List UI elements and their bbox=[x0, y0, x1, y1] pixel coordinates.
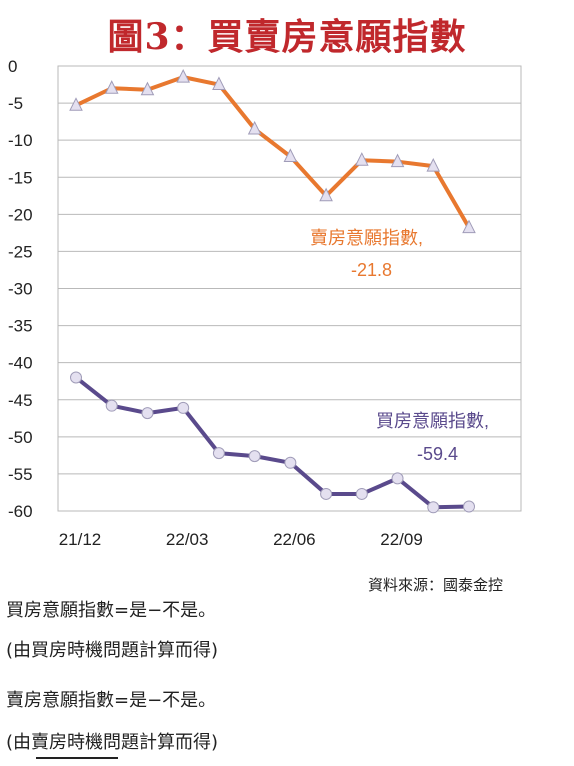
data-point bbox=[355, 487, 368, 500]
x-tick-label: 22/03 bbox=[166, 530, 209, 549]
y-tick-label: -45 bbox=[8, 391, 33, 410]
x-tick-label: 22/06 bbox=[273, 530, 316, 549]
data-point bbox=[391, 472, 404, 485]
sell-index-method: (由賣房時機問題計算而得) bbox=[6, 732, 219, 753]
buy-series-value: -59.4 bbox=[417, 444, 458, 464]
data-point bbox=[70, 371, 82, 384]
y-tick-label: -50 bbox=[8, 428, 33, 447]
y-tick-label: -10 bbox=[8, 131, 33, 150]
data-point bbox=[140, 81, 155, 96]
data-point bbox=[320, 487, 333, 500]
x-tick-label: 21/12 bbox=[59, 530, 102, 549]
plot-area bbox=[57, 65, 522, 512]
data-point bbox=[176, 69, 190, 83]
series-line-sell bbox=[75, 75, 471, 229]
y-tick-label: -55 bbox=[8, 465, 33, 484]
y-tick-label: -5 bbox=[8, 94, 23, 113]
data-point bbox=[248, 450, 261, 463]
y-tick-label: -15 bbox=[8, 168, 33, 187]
buy-series-label: 買房意願指數, bbox=[376, 411, 489, 431]
sell-series-label: 賣房意願指數, bbox=[310, 228, 423, 248]
y-tick-label: -25 bbox=[8, 242, 33, 261]
data-point bbox=[104, 80, 119, 94]
y-tick-label: -30 bbox=[8, 280, 33, 299]
data-point bbox=[390, 153, 405, 168]
data-point bbox=[462, 219, 476, 234]
data-point bbox=[284, 456, 297, 469]
x-tick-label: 22/09 bbox=[380, 530, 423, 549]
data-point bbox=[283, 148, 298, 162]
data-point bbox=[105, 399, 118, 412]
y-tick-label: -40 bbox=[8, 354, 33, 373]
buy-index-definition: 買房意願指數=是−不是。 bbox=[6, 600, 217, 621]
data-point bbox=[247, 120, 262, 135]
data-point bbox=[427, 501, 440, 514]
y-tick-label: -60 bbox=[8, 502, 33, 521]
data-point bbox=[69, 97, 83, 111]
data-point bbox=[426, 158, 441, 172]
sell-series-value: -21.8 bbox=[351, 260, 392, 280]
underline-mark bbox=[36, 757, 118, 759]
data-point bbox=[355, 152, 369, 166]
sell-index-definition: 賣房意願指數=是−不是。 bbox=[6, 690, 217, 711]
y-tick-label: 0 bbox=[8, 57, 17, 76]
buy-index-method: (由買房時機問題計算而得) bbox=[6, 640, 219, 661]
y-tick-label: -20 bbox=[8, 205, 33, 224]
source-note: 資料來源：國泰金控 bbox=[368, 576, 504, 594]
data-point bbox=[212, 76, 226, 91]
data-point bbox=[177, 401, 190, 414]
data-point bbox=[463, 500, 475, 513]
chart-title: 圖3：買賣房意願指數 bbox=[107, 16, 467, 58]
series-line-buy bbox=[74, 375, 470, 510]
data-point bbox=[319, 187, 333, 202]
line-chart: 0 -5 -10 -15 -20 -25 -30 -35 -40 -45 -50 -55 -60 21/1… bbox=[8, 57, 522, 549]
data-point bbox=[212, 447, 225, 460]
data-point bbox=[141, 407, 154, 420]
y-tick-label: -35 bbox=[8, 317, 33, 336]
